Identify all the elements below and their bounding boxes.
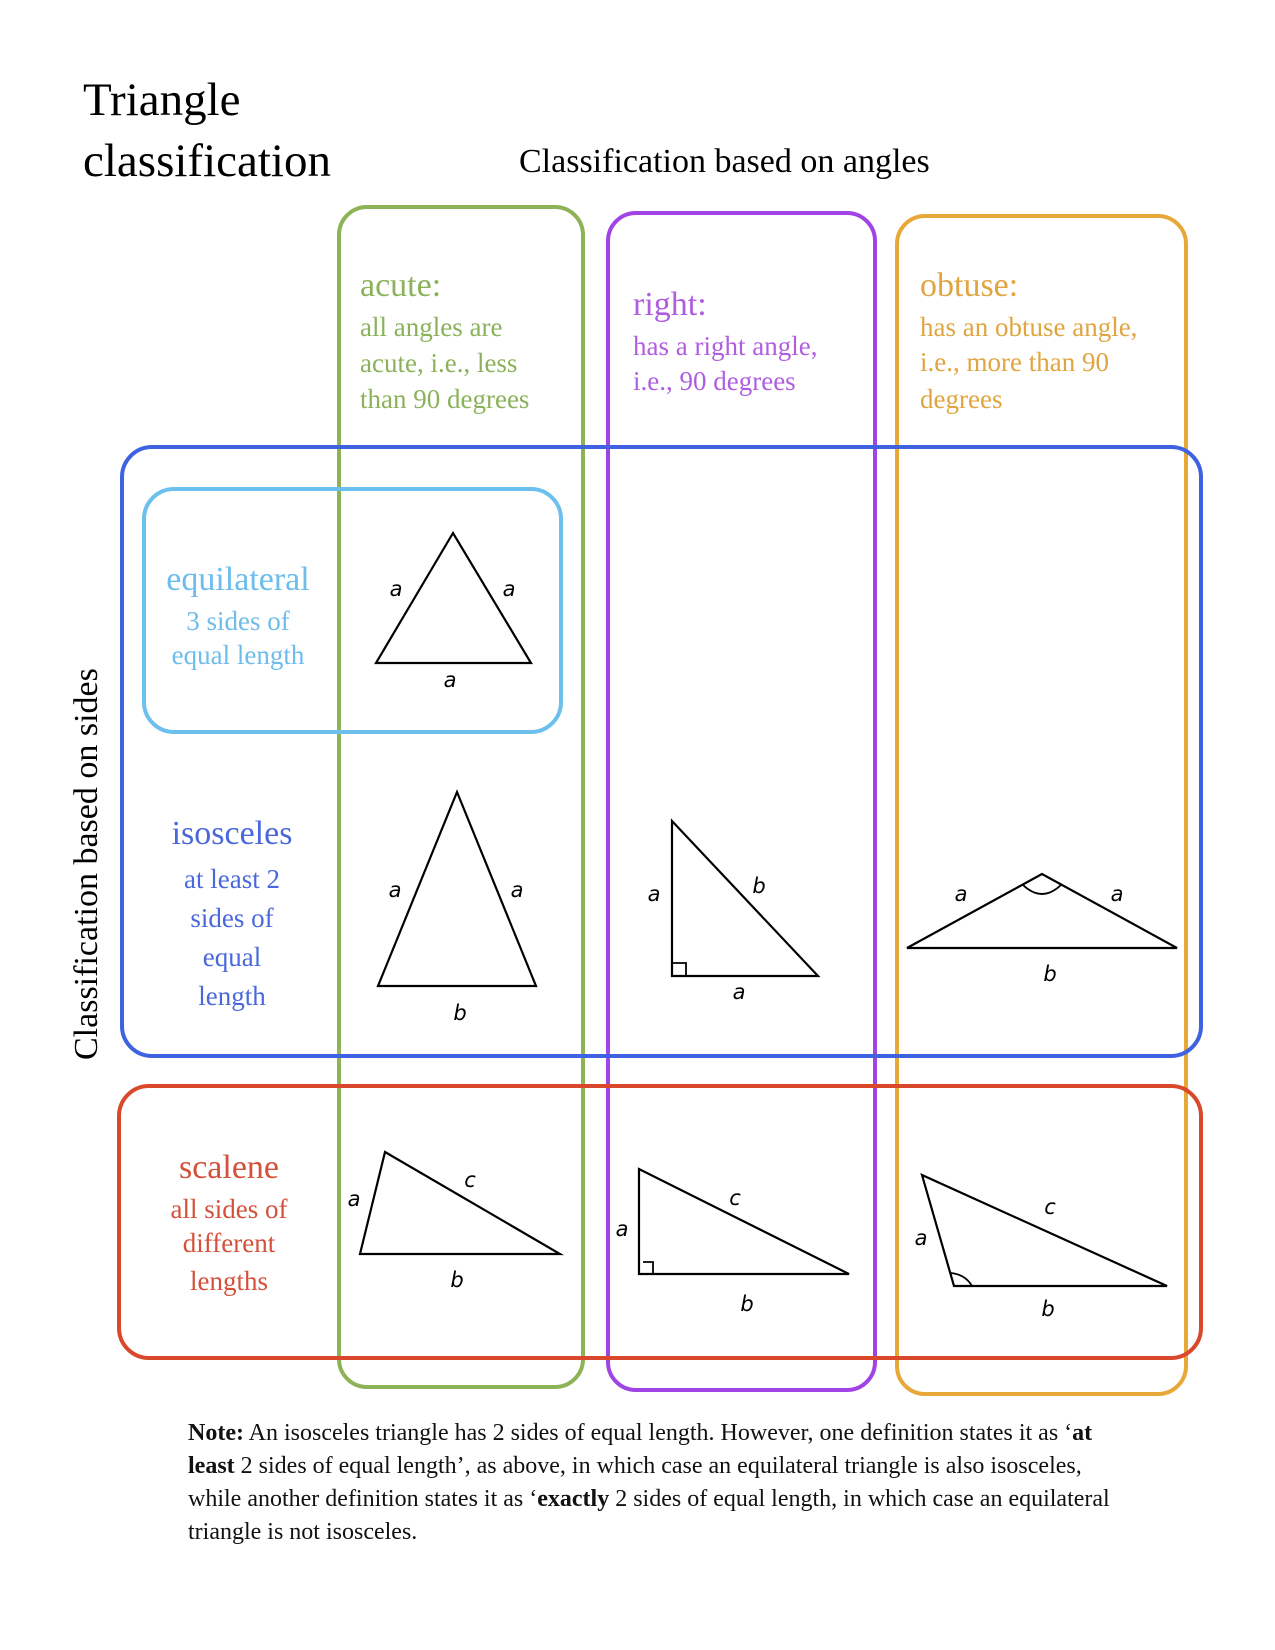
side-label: a (348, 1187, 361, 1211)
right-desc-line: has a right angle, (633, 331, 817, 361)
side-label: b (453, 1001, 466, 1025)
obtuse-desc-line: degrees (920, 384, 1002, 414)
isosceles-desc-line: length (198, 981, 266, 1011)
obtuse-column-box (895, 214, 1188, 1396)
equilateral-desc-line: 3 sides of (186, 606, 290, 636)
isosceles-obtuse-triangle: a a b (906, 872, 1178, 986)
isosceles-row-box (120, 445, 1203, 1058)
side-label: a (444, 668, 457, 692)
acute-desc-line: all angles are (360, 312, 502, 342)
right-header: right: has a right angle, i.e., 90 degre… (633, 286, 817, 396)
side-label: a (955, 882, 968, 906)
side-label: a (733, 980, 746, 1004)
side-label: a (915, 1226, 928, 1250)
obtuse-name: obtuse: (920, 267, 1018, 304)
isosceles-name: isosceles (172, 815, 293, 852)
sides-heading: Classification based on sides (68, 668, 105, 1060)
scalene-name: scalene (179, 1149, 279, 1186)
right-column-box (606, 211, 877, 1392)
side-label: b (740, 1292, 753, 1316)
scalene-obtuse-triangle: a c b (915, 1173, 1168, 1321)
title-line-1: Triangle (83, 74, 241, 126)
acute-desc-line: acute, i.e., less (360, 348, 517, 378)
side-label: b (1043, 962, 1056, 986)
side-label: a (503, 577, 516, 601)
title-line-2: classification (83, 135, 331, 187)
side-label: c (729, 1186, 741, 1210)
side-label: a (1111, 882, 1124, 906)
acute-header: acute: all angles are acute, i.e., less … (360, 267, 529, 414)
note-text: 2 sides of equal length’, as above, in w… (188, 1453, 1082, 1512)
side-label: c (1044, 1195, 1056, 1219)
isosceles-desc-line: at least 2 (184, 864, 280, 894)
side-label: a (511, 878, 524, 902)
obtuse-header: obtuse: has an obtuse angle, i.e., more … (920, 267, 1137, 414)
obtuse-desc-line: has an obtuse angle, (920, 312, 1137, 342)
note-emphasis-exactly: exactly (537, 1486, 610, 1512)
angles-heading: Classification based on angles (519, 143, 930, 180)
equilateral-name: equilateral (166, 561, 309, 598)
side-label: a (648, 882, 661, 906)
footnote: Note: An isosceles triangle has 2 sides … (188, 1417, 1128, 1549)
acute-desc-line: than 90 degrees (360, 384, 529, 414)
isosceles-label: isosceles at least 2 sides of equal leng… (172, 815, 293, 1011)
acute-column-box (337, 205, 585, 1389)
isosceles-acute-triangle: a a b (376, 789, 538, 1025)
isosceles-desc-line: sides of (190, 903, 273, 933)
equilateral-label: equilateral 3 sides of equal length (166, 561, 309, 670)
side-label: b (752, 874, 765, 898)
scalene-right-triangle: a c b (616, 1167, 850, 1316)
side-label: c (464, 1168, 476, 1192)
side-label: a (616, 1217, 629, 1241)
side-label: a (390, 577, 403, 601)
scalene-desc-line: all sides of (171, 1194, 288, 1224)
right-desc-line: i.e., 90 degrees (633, 366, 796, 396)
equilateral-acute-triangle: a a a (374, 530, 533, 692)
side-label: a (389, 878, 402, 902)
side-label: b (450, 1268, 463, 1292)
note-text: 2 sides of equal length, in which case a… (188, 1486, 1110, 1545)
isosceles-desc-line: equal (203, 942, 261, 972)
scalene-acute-triangle: a c b (348, 1150, 565, 1292)
scalene-row-box (117, 1084, 1203, 1360)
note-text: An isosceles triangle has 2 sides of equ… (243, 1420, 1073, 1446)
note-label: Note: (188, 1420, 244, 1446)
note-emphasis-at-least: at least (188, 1420, 1093, 1479)
right-name: right: (633, 286, 707, 323)
isosceles-right-triangle: a b a (648, 818, 821, 1004)
equilateral-row-box (142, 487, 563, 734)
scalene-label: scalene all sides of different lengths (171, 1149, 288, 1296)
side-label: b (1041, 1297, 1054, 1321)
scalene-desc-line: different (183, 1228, 276, 1258)
scalene-desc-line: lengths (190, 1266, 268, 1296)
obtuse-desc-line: i.e., more than 90 (920, 347, 1109, 377)
acute-name: acute: (360, 267, 441, 304)
equilateral-desc-line: equal length (172, 640, 305, 670)
